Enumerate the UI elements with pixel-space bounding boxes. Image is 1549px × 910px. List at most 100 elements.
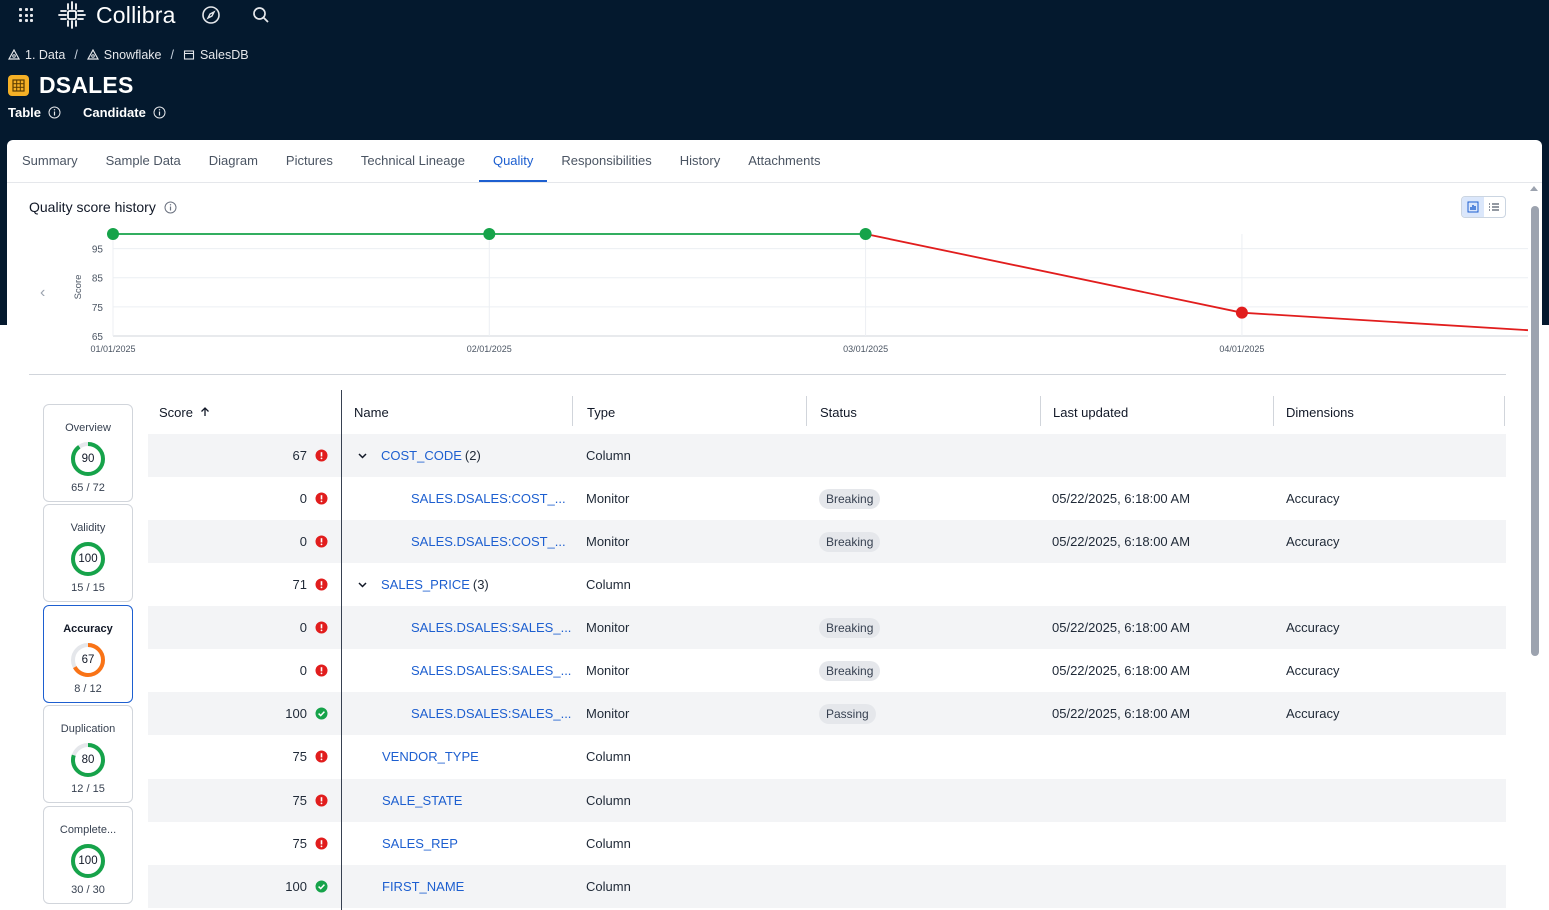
x-tick-label: 03/01/2025 <box>843 344 888 354</box>
scroll-up-arrow[interactable] <box>1530 186 1538 191</box>
column-header-score[interactable]: Score <box>159 390 211 434</box>
dimension-score: 100 <box>78 553 98 565</box>
breadcrumb-item-database[interactable]: SalesDB <box>183 48 249 62</box>
column-header-status[interactable]: Status <box>820 404 857 420</box>
dimension-fraction: 30 / 30 <box>71 884 105 896</box>
asset-link[interactable]: SALE_STATE <box>382 793 463 808</box>
dimension-cell: Accuracy <box>1286 534 1340 549</box>
status-cell: Breaking <box>819 649 881 692</box>
dimension-card-accuracy[interactable]: Accuracy 67 8 / 12 <box>43 605 133 703</box>
column-header-type[interactable]: Type <box>587 404 616 420</box>
tab-summary[interactable]: Summary <box>22 152 78 168</box>
tab-responsibilities[interactable]: Responsibilities <box>561 152 652 168</box>
breadcrumb-item-community[interactable]: 1. Data <box>8 48 65 62</box>
asset-link[interactable]: SALES.DSALES:SALES_... <box>411 706 572 721</box>
breadcrumb-item-domain[interactable]: Snowflake <box>86 48 161 62</box>
asset-link[interactable]: VENDOR_TYPE <box>382 749 479 764</box>
dimension-card-validity[interactable]: Validity 100 15 / 15 <box>43 504 133 602</box>
score-ring-fill <box>71 643 105 677</box>
app-launcher-icon[interactable] <box>19 8 33 22</box>
quality-history-title: Quality score history <box>29 199 177 215</box>
dimension-fraction: 15 / 15 <box>71 582 105 594</box>
score-cell: 100 <box>148 692 328 735</box>
score-cell: 75 <box>148 779 328 822</box>
chevron-left-icon[interactable]: ‹ <box>40 284 46 301</box>
dimension-card-complete[interactable]: Complete... 100 30 / 30 <box>43 806 133 904</box>
community-icon <box>8 49 20 60</box>
tab-pictures[interactable]: Pictures <box>285 152 333 168</box>
info-icon[interactable] <box>164 201 177 214</box>
asset-link[interactable]: SALES_REP <box>382 836 458 851</box>
view-toggle <box>1461 196 1506 218</box>
dimension-card-overview[interactable]: Overview 90 65 / 72 <box>43 404 133 502</box>
name-cell: SALES.DSALES:COST_... <box>411 520 566 563</box>
frozen-column-divider <box>341 390 342 910</box>
last-updated-cell: 05/22/2025, 6:18:00 AM <box>1052 706 1191 721</box>
status-cell: Breaking <box>819 520 881 563</box>
info-icon[interactable] <box>153 106 166 119</box>
tab-sample-data[interactable]: Sample Data <box>105 152 181 168</box>
chevron-down-icon[interactable] <box>355 579 369 590</box>
asset-link[interactable]: SALES.DSALES:COST_... <box>411 491 566 506</box>
table-row: 67 COST_CODE (2) Column <box>148 434 1506 477</box>
domain-icon <box>86 49 99 60</box>
type-cell: Monitor <box>586 620 630 635</box>
score-value: 0 <box>299 534 307 549</box>
column-header-last-updated[interactable]: Last updated <box>1053 404 1129 420</box>
tab-history[interactable]: History <box>679 152 721 168</box>
status-badge: Breaking <box>819 488 881 509</box>
score-cell: 100 <box>148 865 328 908</box>
compass-icon[interactable] <box>201 5 221 30</box>
score-value: 71 <box>292 577 307 592</box>
column-divider[interactable] <box>572 396 573 426</box>
asset-status: Candidate <box>83 105 166 120</box>
check-circle-icon <box>315 707 328 720</box>
asset-link[interactable]: SALES.DSALES:COST_... <box>411 534 566 549</box>
database-icon <box>183 50 195 60</box>
asset-link[interactable]: SALES_PRICE <box>381 577 470 592</box>
dimension-card-duplication[interactable]: Duplication 80 12 / 15 <box>43 705 133 803</box>
score-ring: 100 <box>69 842 107 880</box>
score-ring: 100 <box>69 540 107 578</box>
tab-diagram[interactable]: Diagram <box>208 152 258 168</box>
status-badge: Breaking <box>819 660 881 681</box>
name-cell: SALES.DSALES:COST_... <box>411 477 566 520</box>
error-icon <box>315 449 328 462</box>
chevron-down-icon[interactable] <box>355 450 369 461</box>
column-divider[interactable] <box>1273 396 1274 426</box>
info-icon[interactable] <box>48 106 61 119</box>
collibra-logo[interactable]: Collibra <box>57 0 176 30</box>
y-tick-label: 75 <box>92 303 104 314</box>
list-view-button[interactable] <box>1484 197 1506 217</box>
column-divider[interactable] <box>1040 396 1041 426</box>
section-divider <box>29 374 1506 375</box>
name-cell: VENDOR_TYPE <box>382 735 479 778</box>
last-updated-cell: 05/22/2025, 6:18:00 AM <box>1052 620 1191 635</box>
tab-technical-lineage[interactable]: Technical Lineage <box>360 152 465 168</box>
name-cell: SALES.DSALES:SALES_... <box>411 606 571 649</box>
score-value: 0 <box>299 663 307 678</box>
dimension-fraction: 65 / 72 <box>71 482 105 494</box>
tab-quality[interactable]: Quality <box>478 140 548 182</box>
column-divider[interactable] <box>806 396 807 426</box>
asset-link[interactable]: COST_CODE <box>381 448 462 463</box>
score-ring: 80 <box>69 741 107 779</box>
column-divider[interactable] <box>1504 396 1505 426</box>
asset-link[interactable]: SALES.DSALES:SALES_... <box>411 620 572 635</box>
search-icon[interactable] <box>252 6 270 29</box>
score-value: 100 <box>285 706 307 721</box>
chart-view-button[interactable] <box>1462 197 1484 217</box>
score-ring: 90 <box>69 440 107 478</box>
score-cell: 0 <box>148 477 328 520</box>
tab-attachments[interactable]: Attachments <box>748 152 821 168</box>
scrollbar-thumb[interactable] <box>1531 206 1539 656</box>
score-ring-fill <box>71 542 105 576</box>
score-cell: 0 <box>148 649 328 692</box>
asset-link[interactable]: FIRST_NAME <box>382 879 465 894</box>
column-header-name[interactable]: Name <box>354 404 389 420</box>
asset-link[interactable]: SALES.DSALES:SALES_... <box>411 663 572 678</box>
dimension-score: 100 <box>78 855 98 867</box>
type-cell: Column <box>586 793 631 808</box>
dimension-name: Duplication <box>60 723 116 735</box>
column-header-dimensions[interactable]: Dimensions <box>1286 404 1354 420</box>
